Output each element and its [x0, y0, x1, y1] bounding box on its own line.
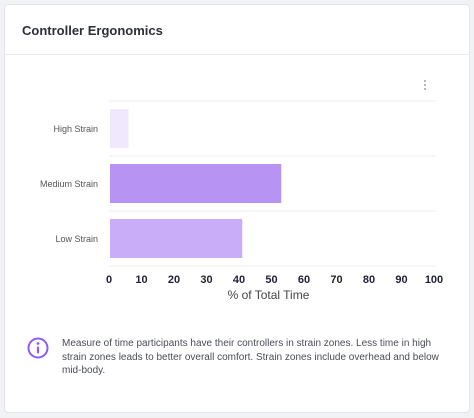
x-tick-label: 70 — [330, 274, 342, 286]
info-text: Measure of time participants have their … — [62, 338, 439, 376]
x-tick-label: 30 — [200, 274, 212, 286]
category-label: High Strain — [53, 124, 98, 134]
x-tick-label: 90 — [395, 274, 407, 286]
card-title: Controller Ergonomics — [22, 23, 163, 38]
x-tick-label: 10 — [135, 274, 147, 286]
bar-high-strain — [110, 109, 129, 148]
x-axis-title: % of Total Time — [228, 288, 310, 302]
x-tick-label: 20 — [168, 274, 180, 286]
x-tick-label: 80 — [363, 274, 375, 286]
x-tick-label: 60 — [298, 274, 310, 286]
x-tick-label: 40 — [233, 274, 245, 286]
more-vertical-icon[interactable] — [419, 76, 431, 94]
bar-medium-strain — [110, 164, 282, 203]
x-tick-label: 50 — [265, 274, 277, 286]
chart-card: Controller Ergonomics — [4, 4, 470, 413]
card-header: Controller Ergonomics — [5, 5, 469, 55]
info-circle-icon — [27, 337, 49, 359]
x-tick-label: 0 — [106, 274, 112, 286]
x-tick-label: 100 — [425, 274, 443, 286]
category-label: Low Strain — [55, 234, 98, 244]
category-label: Medium Strain — [40, 179, 98, 189]
bar-low-strain — [110, 219, 243, 258]
